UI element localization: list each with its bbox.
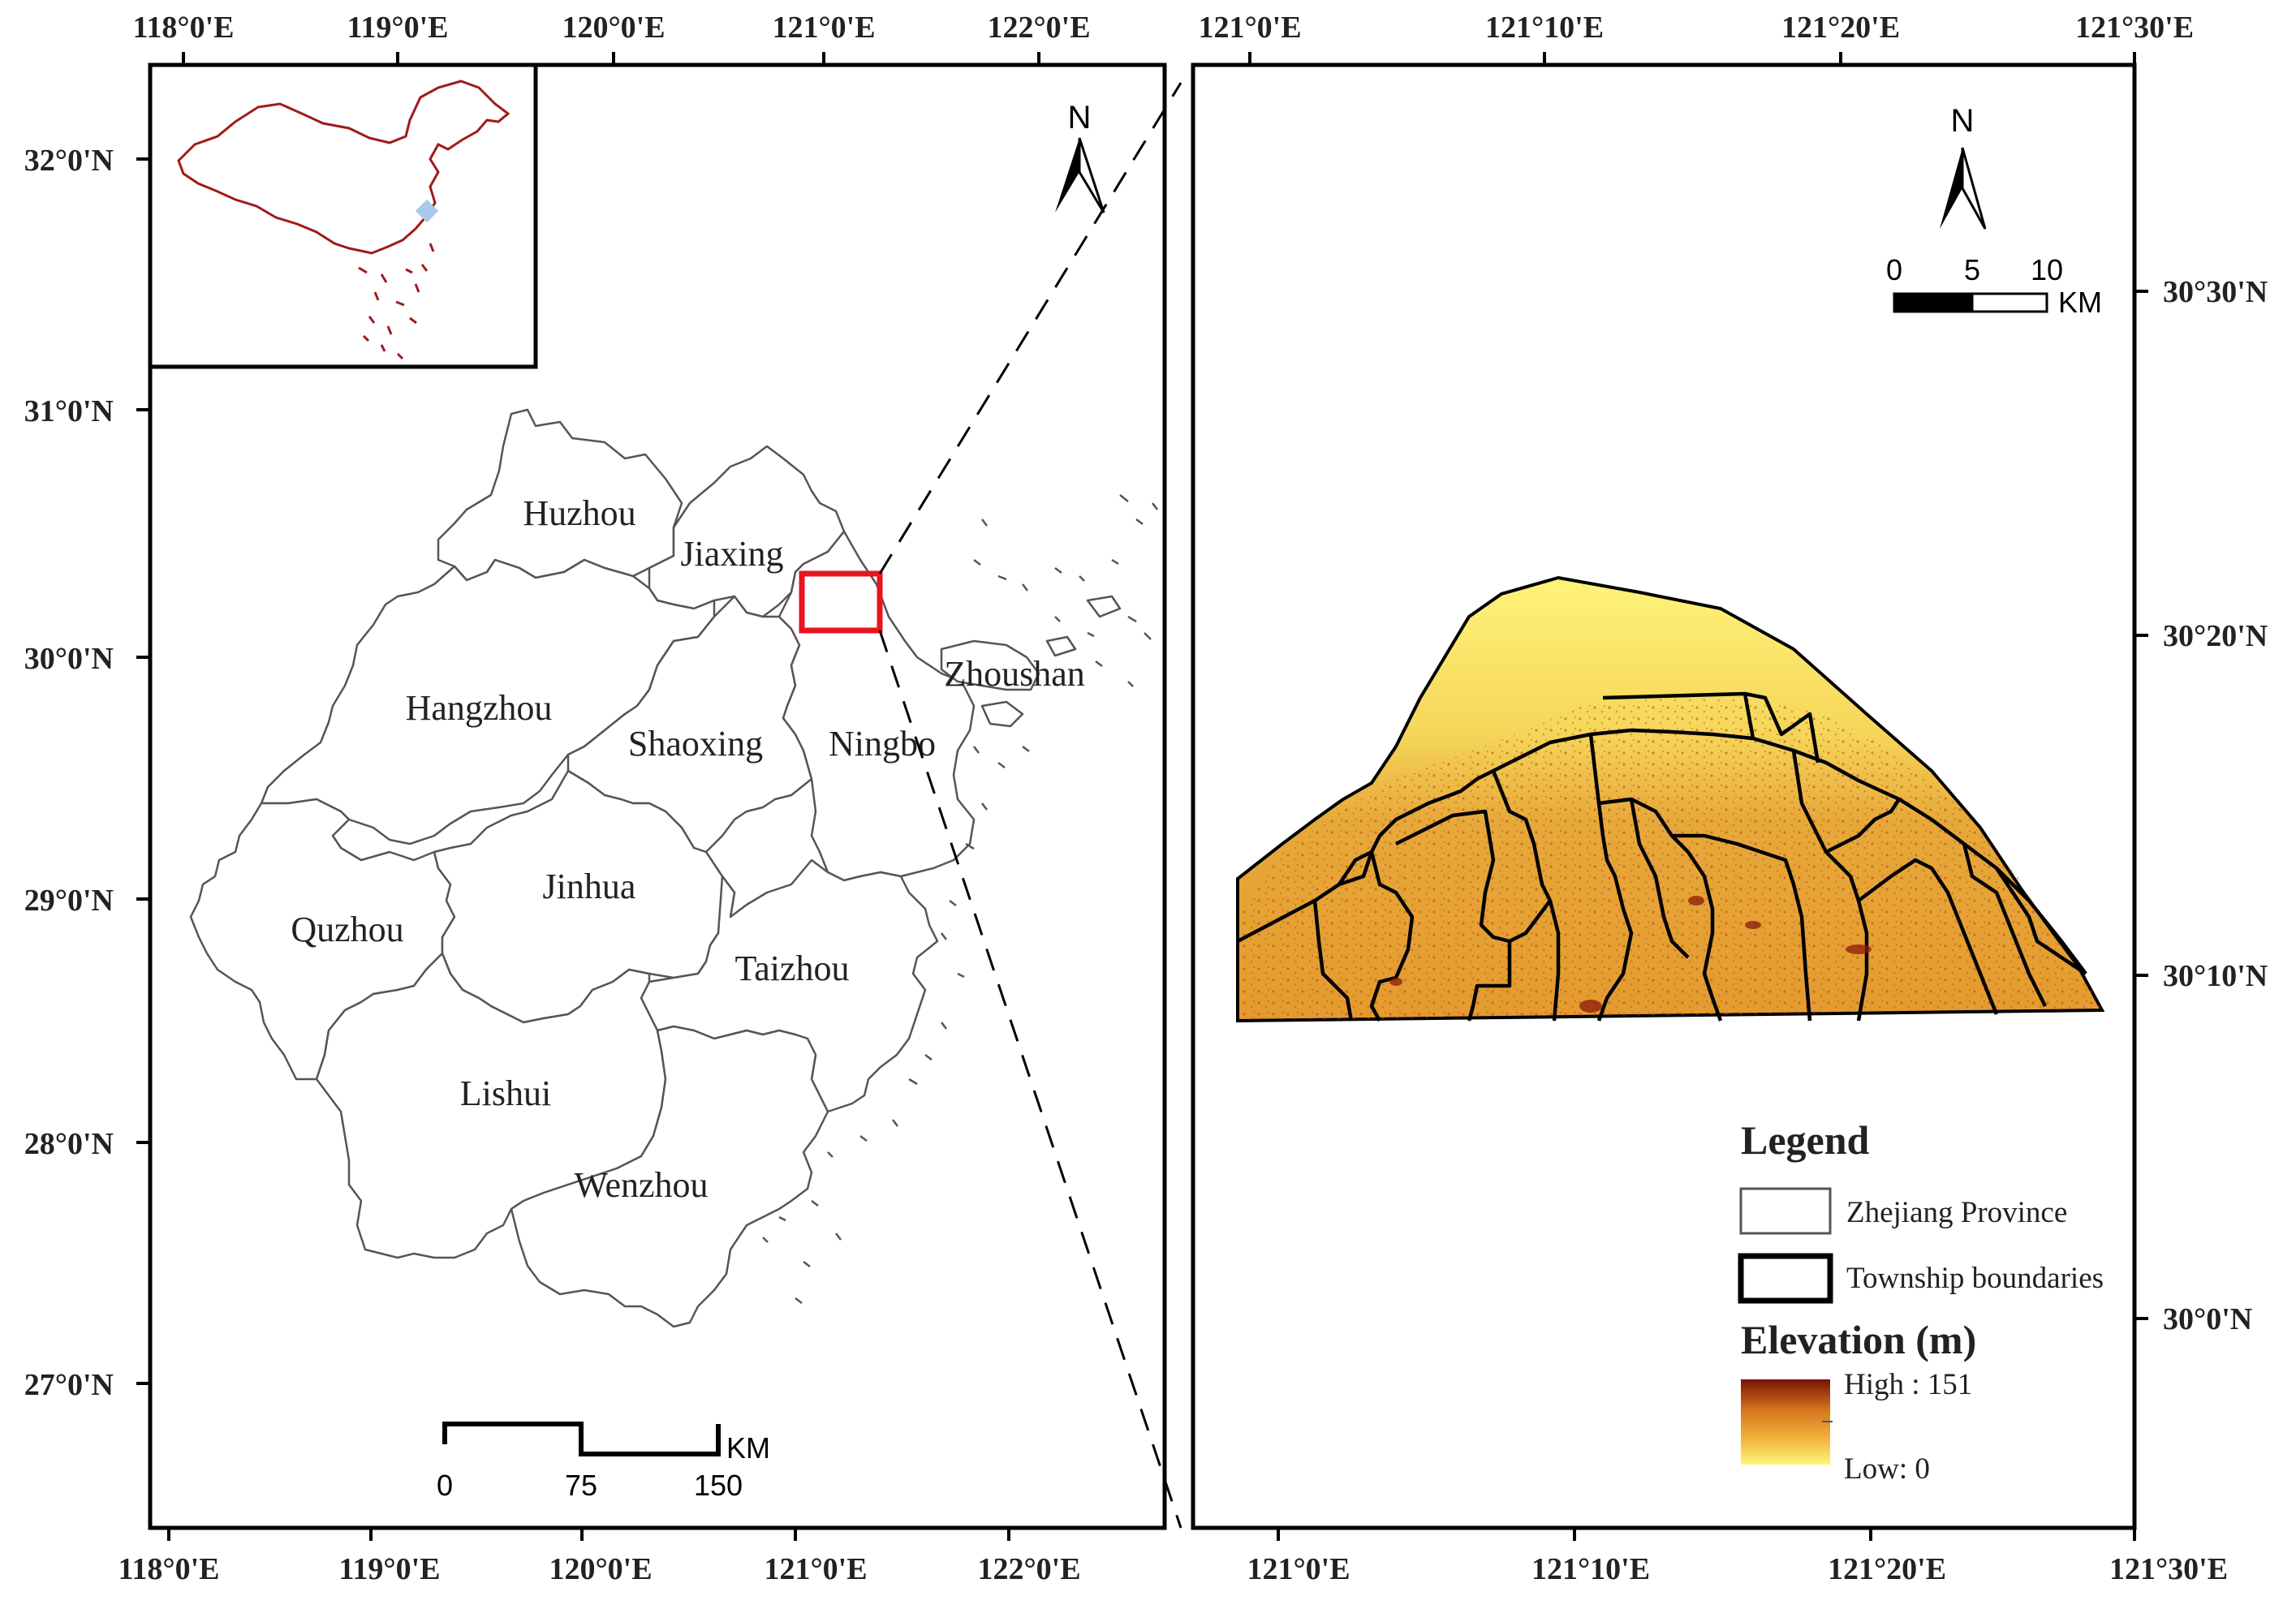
right-top-tick-label: 121°10'E xyxy=(1485,11,1604,45)
left-bottom-tick-label: 118°0'E xyxy=(118,1552,219,1586)
legend-swatch-province xyxy=(1739,1187,1832,1235)
scale-label: 75 xyxy=(565,1469,597,1502)
elevation-high-label: High : 151 xyxy=(1844,1368,1972,1401)
city-label-ningbo: Ningbo xyxy=(829,724,936,764)
city-label-zhoushan: Zhoushan xyxy=(944,654,1085,694)
left-bottom-ticks xyxy=(167,1528,1010,1541)
left-bottom-tick-label: 120°0'E xyxy=(549,1552,652,1586)
region-wenzhou xyxy=(510,1025,829,1328)
region-zhoushan-main xyxy=(940,639,1040,691)
left-side-tick-label: 28°0'N xyxy=(24,1127,114,1161)
left-bottom-tick-label: 121°0'E xyxy=(764,1552,867,1586)
region-hangzhou xyxy=(260,558,716,845)
scale-label: 5 xyxy=(1964,253,1980,286)
left-side-tick-label: 29°0'N xyxy=(24,884,114,918)
city-label-taizhou: Taizhou xyxy=(734,949,849,988)
left-top-tick-label: 119°0'E xyxy=(347,11,448,45)
right-top-tick-label: 121°0'E xyxy=(1198,11,1301,45)
region-zhoushan-island xyxy=(1045,635,1077,657)
city-label-jinhua: Jinhua xyxy=(543,867,636,906)
region-zhoushan-island xyxy=(1086,595,1122,618)
left-top-tick-label: 120°0'E xyxy=(562,11,665,45)
left-side-tick-label: 32°0'N xyxy=(24,144,114,178)
left-side-tick-label: 30°0'N xyxy=(24,642,114,676)
legend-elevation-title: Elevation (m) xyxy=(1741,1317,1976,1362)
city-label-quzhou: Quzhou xyxy=(291,910,403,949)
elevation-hotspots xyxy=(1389,896,1872,1013)
right-side-tick-label: 30°20'N xyxy=(2163,619,2268,653)
region-zhoushan-island xyxy=(980,700,1024,728)
right-top-tick-label: 121°20'E xyxy=(1781,11,1900,45)
legend-title: Legend xyxy=(1741,1117,1870,1163)
right-bottom-tick-label: 121°10'E xyxy=(1531,1552,1650,1586)
zhejiang-prefectures xyxy=(189,408,1122,1328)
city-label-jiaxing: Jiaxing xyxy=(680,534,783,574)
right-bottom-tick-label: 121°20'E xyxy=(1828,1552,1946,1586)
left-top-ticks xyxy=(182,52,1040,65)
north-arrow-right: N xyxy=(1940,103,1987,230)
scale-label: 150 xyxy=(694,1469,743,1502)
right-side-tick-label: 30°0'N xyxy=(2163,1302,2252,1336)
left-side-ticks xyxy=(136,157,150,1385)
scale-bar-left: 0 75 150 KM xyxy=(437,1422,770,1502)
scale-bar-right: 0 5 10 KM xyxy=(1886,253,2102,319)
coastal-islands xyxy=(762,494,1158,1304)
right-side-tick-label: 30°10'N xyxy=(2163,959,2268,993)
legend: Legend Zhejiang Province Township bounda… xyxy=(1738,1117,2104,1486)
right-bottom-tick-label: 121°0'E xyxy=(1247,1552,1350,1586)
city-label-shaoxing: Shaoxing xyxy=(628,724,763,764)
left-top-tick-label: 122°0'E xyxy=(987,11,1090,45)
north-label: N xyxy=(1068,100,1092,136)
north-label: N xyxy=(1951,103,1975,139)
right-top-ticks xyxy=(1248,52,2136,65)
left-bottom-tick-label: 122°0'E xyxy=(977,1552,1080,1586)
zoom-connector-lines xyxy=(878,82,1182,1529)
scale-label: 0 xyxy=(437,1469,453,1502)
south-china-sea-islands xyxy=(358,243,435,360)
township-boundaries xyxy=(1236,691,2087,1022)
left-top-tick-label: 121°0'E xyxy=(772,11,875,45)
scale-label: 10 xyxy=(2031,253,2063,286)
left-bottom-tick-label: 119°0'E xyxy=(338,1552,440,1586)
elevation-color-ramp xyxy=(1741,1379,1830,1465)
right-top-tick-label: 121°30'E xyxy=(2075,11,2194,45)
elevation-low-label: Low: 0 xyxy=(1844,1452,1930,1486)
right-bottom-ticks xyxy=(1277,1528,2136,1541)
north-arrow-left: N xyxy=(1055,100,1105,213)
legend-label-province: Zhejiang Province xyxy=(1846,1196,2067,1229)
scale-unit: KM xyxy=(2058,286,2102,319)
elevation-raster xyxy=(1236,575,2105,1023)
scale-label: 0 xyxy=(1886,253,1902,286)
scale-unit: KM xyxy=(726,1431,770,1465)
left-side-tick-label: 27°0'N xyxy=(24,1368,114,1402)
study-area-marker xyxy=(415,199,439,223)
city-label-wenzhou: Wenzhou xyxy=(574,1165,708,1205)
left-side-tick-label: 31°0'N xyxy=(24,394,114,428)
right-bottom-tick-label: 121°30'E xyxy=(2109,1552,2228,1586)
study-area-texture xyxy=(1238,698,2102,1021)
right-side-ticks xyxy=(2134,290,2148,1320)
legend-swatch-township xyxy=(1738,1253,1833,1304)
right-map-panel: 121°0'E 121°10'E 121°20'E 121°30'E 121°0… xyxy=(1191,11,2268,1586)
study-area-highlight-box xyxy=(799,570,883,634)
city-label-lishui: Lishui xyxy=(460,1073,551,1113)
china-inset xyxy=(148,62,538,369)
left-map-panel: 118°0'E 119°0'E 120°0'E 121°0'E 122°0'E … xyxy=(24,11,1167,1586)
city-label-huzhou: Huzhou xyxy=(523,493,635,533)
right-side-tick-label: 30°30'N xyxy=(2163,275,2268,309)
city-label-hangzhou: Hangzhou xyxy=(406,688,553,728)
left-top-tick-label: 118°0'E xyxy=(132,11,234,45)
legend-label-township: Township boundaries xyxy=(1846,1262,2104,1295)
